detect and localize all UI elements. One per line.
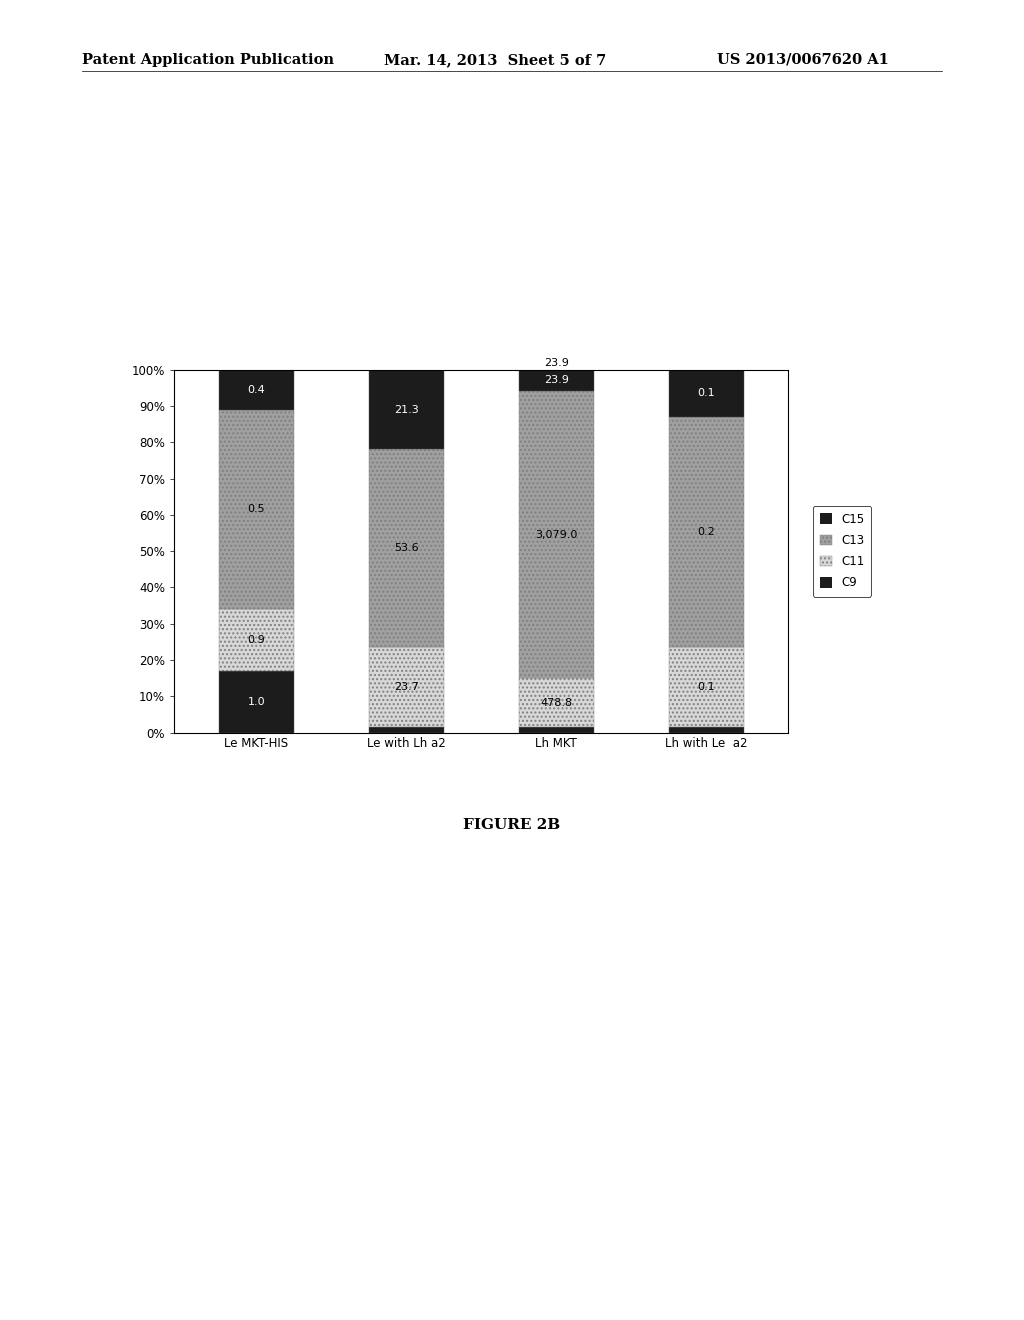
- Bar: [519, 727, 594, 733]
- Bar: [669, 370, 743, 417]
- Bar: [669, 647, 743, 727]
- Bar: [219, 370, 294, 409]
- Text: 0.2: 0.2: [697, 527, 715, 537]
- Text: 0.5: 0.5: [248, 504, 265, 515]
- Text: 478.8: 478.8: [540, 698, 572, 708]
- Text: 0.4: 0.4: [248, 384, 265, 395]
- Bar: [219, 671, 294, 733]
- Bar: [369, 727, 443, 733]
- Text: 23.9: 23.9: [544, 358, 568, 368]
- Text: 23.9: 23.9: [544, 375, 568, 385]
- Text: FIGURE 2B: FIGURE 2B: [464, 818, 560, 833]
- Bar: [519, 678, 594, 727]
- Text: 1.0: 1.0: [248, 697, 265, 706]
- Bar: [519, 370, 594, 392]
- Text: Mar. 14, 2013  Sheet 5 of 7: Mar. 14, 2013 Sheet 5 of 7: [384, 53, 606, 67]
- Text: Patent Application Publication: Patent Application Publication: [82, 53, 334, 67]
- Text: 0.9: 0.9: [248, 635, 265, 645]
- Text: 0.1: 0.1: [697, 682, 715, 692]
- Bar: [669, 417, 743, 647]
- Bar: [369, 449, 443, 647]
- Bar: [219, 609, 294, 671]
- Bar: [519, 391, 594, 678]
- Text: 0.1: 0.1: [697, 388, 715, 399]
- Text: US 2013/0067620 A1: US 2013/0067620 A1: [717, 53, 889, 67]
- Bar: [669, 727, 743, 733]
- Text: 21.3: 21.3: [394, 404, 419, 414]
- Text: 3,079.0: 3,079.0: [535, 529, 578, 540]
- Bar: [369, 647, 443, 727]
- Text: 53.6: 53.6: [394, 544, 419, 553]
- Bar: [219, 409, 294, 610]
- Legend: C15, C13, C11, C9: C15, C13, C11, C9: [813, 506, 871, 597]
- Text: 23.7: 23.7: [394, 682, 419, 692]
- Bar: [369, 370, 443, 449]
